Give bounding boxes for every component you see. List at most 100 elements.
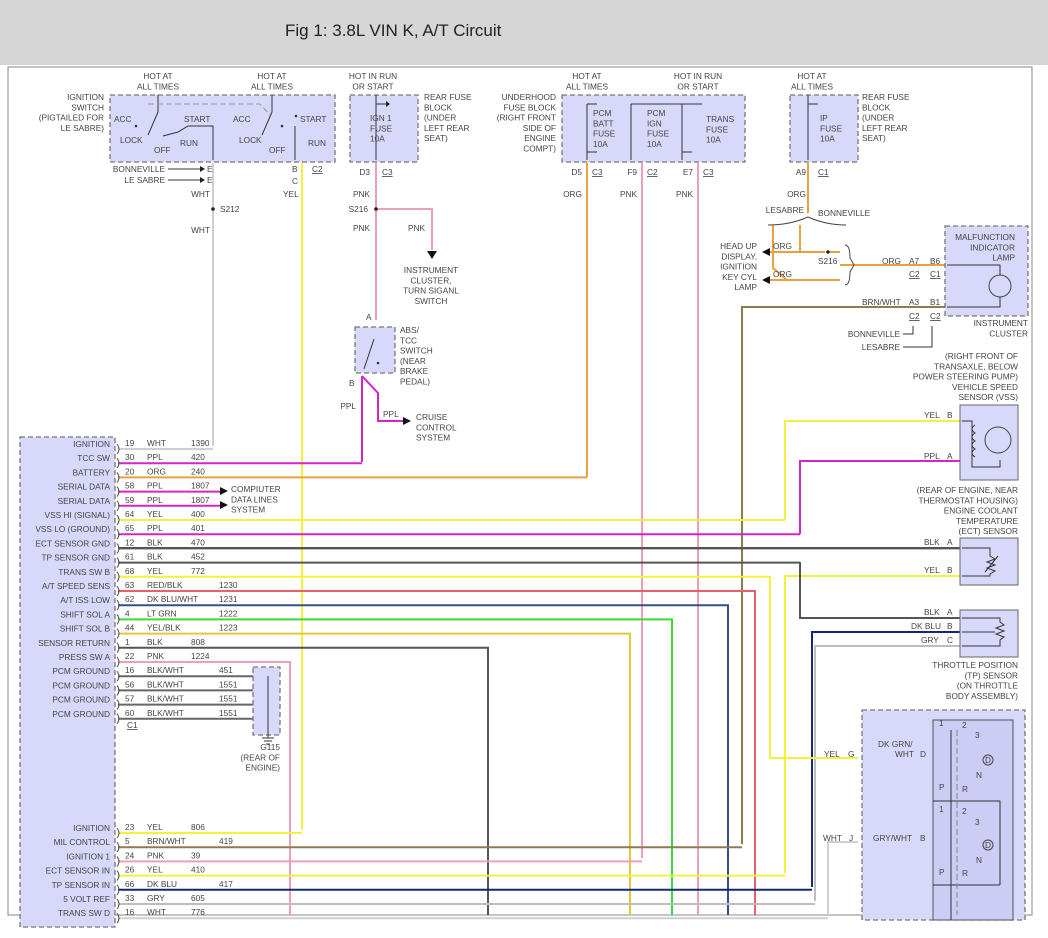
pcm-circuit-number: 1807 [191, 495, 210, 505]
wire-label-org: ORG [563, 189, 582, 199]
pin-b: B [292, 164, 298, 174]
pcm-wire-color: BLK [147, 537, 163, 547]
pcm-wire [118, 646, 489, 915]
wire-label-pnk: PNK [620, 189, 638, 199]
pos-acc: ACC [114, 114, 132, 124]
instrument-cluster-turn-signal-dest: INSTRUMENT CLUSTER, TURN SIGANL SWITCH [403, 265, 459, 306]
pcm-terminal [116, 457, 120, 469]
pcm-circuit-number: 417 [219, 879, 233, 889]
pin-b1: B1 [930, 297, 941, 307]
pcm-pin-label: SHIFT SOL B [60, 624, 111, 634]
pcm-terminal [116, 557, 120, 568]
pcm-circuit-number: 420 [191, 452, 205, 462]
pcm-wire-color: YEL [147, 509, 163, 519]
pcm-circuit-number: 1222 [219, 608, 238, 618]
bonneville-label: BONNEVILLE [113, 164, 166, 174]
pin-d: D [920, 749, 926, 759]
pcm-pin-label: TP SENSOR GND [41, 553, 110, 563]
pos-2: 2 [962, 720, 967, 730]
connector-c3: C3 [382, 167, 393, 177]
pcm-wire-color: DK BLU/WHT [147, 594, 198, 604]
pcm-batt-fuse: PCM BATT FUSE 10A [593, 108, 616, 149]
ign1-fuse-label: IGN 1 FUSE 10A [370, 113, 393, 144]
pcm-circuit-number: 1224 [191, 651, 210, 661]
hot-in-run-label-2: HOT IN RUN OR START [674, 71, 722, 91]
hot-at-all-times-4: HOT AT ALL TIMES [791, 71, 833, 91]
pcm-circuit-number: 605 [191, 893, 205, 903]
pcm: IGNITION 19 WHT 1390 TCC SW 30 PPL 420 BATTERY 20… [19, 436, 281, 928]
pos-acc-2: ACC [233, 114, 251, 124]
rear-fuse-block-ip: HOT AT ALL TIMES IP FUSE 10A REAR FUSE BLOCK… [720, 71, 910, 292]
connector-c2: C2 [647, 167, 658, 177]
pos-run-2: RUN [308, 138, 326, 148]
pos-1: 1 [939, 718, 944, 728]
pcm-circuit-number: 1807 [191, 481, 210, 491]
wire-label-ppl: PPL [924, 451, 940, 461]
pcm-circuit-number: 806 [191, 822, 205, 832]
pos-3-b: 3 [975, 817, 980, 827]
pcm-wire-color: PNK [147, 850, 165, 860]
pcm-pin-number: 57 [125, 694, 135, 704]
connector-c3-2: C3 [703, 167, 714, 177]
wire-label-org-2: ORG [773, 241, 792, 251]
hot-at-all-times-1: HOT AT ALL TIMES [137, 71, 179, 91]
pos-lock-2: LOCK [239, 135, 262, 145]
arrow-icon [427, 251, 437, 259]
pcm-wire-color: BRN/WHT [147, 836, 186, 846]
pos-d: D [985, 755, 991, 765]
g115-label: G115 (REAR OF ENGINE) [240, 742, 280, 773]
pos-p: P [939, 782, 945, 792]
vehicle-speed-sensor: (RIGHT FRONT OF TRANSAXLE, BELOW POWER STE… [913, 351, 1019, 481]
pcm-circuit-number: 1551 [219, 694, 238, 704]
pcm-circuit-number: 470 [191, 537, 205, 547]
pcm-pin-number: 65 [125, 523, 135, 533]
pcm-circuit-number: 410 [191, 865, 205, 875]
pcm-terminal [116, 585, 120, 597]
pcm-wire [118, 632, 631, 915]
wire-label-yel: YEL [924, 565, 940, 575]
pin-a: A [366, 312, 372, 322]
pcm-wire [118, 604, 729, 915]
pcm-circuit-number: 1223 [219, 623, 238, 633]
wire-org-mil [765, 163, 946, 281]
pos-n: N [976, 770, 982, 780]
wire-yel-vss [784, 420, 960, 520]
wire-brnwht-mil [741, 306, 946, 844]
wire-label-org: ORG [787, 189, 806, 199]
figure-title: Fig 1: 3.8L VIN K, A/T Circuit [285, 21, 502, 40]
pcm-terminal [116, 500, 120, 512]
pcm-pin-label: A/T SPEED SENS [42, 581, 111, 591]
pcm-pin-label: TRANS SW B [58, 567, 110, 577]
pcm-wire-color: PPL [147, 452, 163, 462]
pcm-wire-color: PPL [147, 495, 163, 505]
pcm-wire-color: BLK [147, 637, 163, 647]
connector-c1: C1 [127, 720, 138, 730]
pcm-wire-color: RED/BLK [147, 580, 183, 590]
pos-off: OFF [154, 145, 171, 155]
pcm-pin-label: BATTERY [73, 467, 111, 477]
pcm-wire-color: WHT [147, 907, 166, 917]
pcm-pin-number: 24 [125, 850, 135, 860]
pcm-wire-color: BLK [147, 552, 163, 562]
pin-e7: E7 [683, 167, 694, 177]
pcm-pin-number: 26 [125, 865, 135, 875]
pcm-pin-number: 12 [125, 537, 135, 547]
pcm-pin-number: 23 [125, 822, 135, 832]
wire-dkblu-tp [811, 631, 960, 887]
wire-label-org: ORG [882, 256, 901, 266]
pcm-pin-label: PCM GROUND [52, 695, 110, 705]
arrow-icon [762, 248, 770, 284]
pcm-pin-number: 59 [125, 495, 135, 505]
pcm-pin-number: 1 [125, 637, 130, 647]
pos-start-2: START [300, 114, 326, 124]
pin-b: B [947, 621, 953, 631]
pcm-pin-number: 22 [125, 651, 135, 661]
pcm-pin-number: 19 [125, 438, 135, 448]
pcm-wire-color: BLK/WHT [147, 694, 184, 704]
pcm-pin-label: ECT SENSOR GND [35, 538, 110, 548]
wire-label-gry: GRY [921, 635, 939, 645]
wire-label-pnk: PNK [353, 189, 371, 199]
arrow-icon [403, 417, 411, 425]
pcm-wire-color: WHT [147, 438, 166, 448]
bonneville-label: BONNEVILLE [848, 329, 901, 339]
